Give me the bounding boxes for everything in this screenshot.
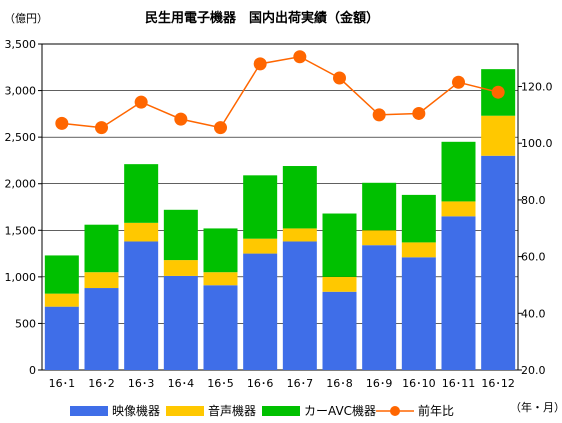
bar-segment-series-0 bbox=[203, 285, 238, 370]
bar-segment-series-2 bbox=[441, 141, 476, 202]
ratio-point bbox=[95, 121, 108, 135]
x-tick-label: 16･3 bbox=[128, 377, 155, 390]
legend-line-marker bbox=[390, 406, 400, 416]
left-tick-label: 3,000 bbox=[5, 85, 37, 98]
bar-segment-series-0 bbox=[163, 275, 198, 370]
bar-segment-series-2 bbox=[203, 228, 238, 273]
bar-segment-series-1 bbox=[481, 115, 516, 156]
ratio-point bbox=[333, 71, 346, 85]
ratio-point bbox=[214, 121, 227, 135]
x-tick-label: 16･8 bbox=[326, 377, 353, 390]
bar-segment-series-1 bbox=[84, 272, 119, 289]
bar-segment-series-0 bbox=[322, 291, 357, 370]
ratio-point bbox=[293, 50, 307, 64]
bar-segment-series-1 bbox=[362, 230, 397, 246]
bar-segment-series-2 bbox=[322, 213, 357, 277]
ratio-point bbox=[412, 106, 426, 120]
legend-swatch-series-0 bbox=[70, 406, 108, 416]
left-axis: 0 500 1,000 1,500 2,000 2,500 3,000 3,500 bbox=[5, 38, 42, 377]
legend-label: 音声機器 bbox=[208, 403, 256, 418]
left-axis-unit: （億円） bbox=[4, 12, 48, 25]
bar-segment-series-1 bbox=[44, 293, 79, 307]
ratio-point bbox=[372, 108, 386, 122]
legend-label: カーAVC機器 bbox=[304, 403, 376, 418]
bar-segment-series-1 bbox=[243, 238, 278, 254]
ratio-point bbox=[491, 85, 505, 99]
x-tick-label: 16･2 bbox=[88, 377, 115, 390]
left-tick-label: 2,000 bbox=[5, 178, 37, 191]
bar-segment-series-2 bbox=[282, 166, 317, 229]
legend-swatch-series-1 bbox=[166, 406, 204, 416]
bar-segment-series-1 bbox=[322, 276, 357, 292]
right-tick-label: 120.0 bbox=[521, 81, 553, 94]
x-tick-label: 16･9 bbox=[366, 377, 393, 390]
ratio-point bbox=[174, 112, 188, 126]
bar-segment-series-0 bbox=[282, 241, 317, 370]
bar-segment-series-0 bbox=[441, 216, 476, 370]
right-axis: 20.0 40.0 60.0 80.0 100.0 120.0 bbox=[518, 81, 553, 377]
legend-swatch-series-2 bbox=[262, 406, 300, 416]
left-tick-label: 2,500 bbox=[5, 131, 37, 144]
bar-segment-series-0 bbox=[84, 288, 119, 370]
x-tick-label: 16･5 bbox=[207, 377, 234, 390]
bar-segment-series-1 bbox=[401, 242, 436, 258]
bar-segment-series-1 bbox=[163, 260, 198, 276]
ratio-point bbox=[134, 95, 148, 109]
x-tick-label: 16･11 bbox=[442, 377, 476, 390]
ratio-line-path bbox=[61, 55, 499, 129]
ratio-point bbox=[452, 75, 465, 89]
legend: 映像機器 音声機器 カーAVC機器 前年比 bbox=[70, 403, 454, 418]
right-tick-label: 100.0 bbox=[521, 137, 553, 150]
ratio-point bbox=[55, 116, 69, 130]
x-tick-label: 16･12 bbox=[481, 377, 515, 390]
right-tick-label: 80.0 bbox=[521, 194, 546, 207]
bar-segment-series-2 bbox=[124, 164, 159, 223]
x-tick-label: 16･1 bbox=[49, 377, 76, 390]
left-tick-label: 1,000 bbox=[5, 271, 37, 284]
x-tick-label: 16･4 bbox=[168, 377, 195, 390]
bar-segment-series-0 bbox=[44, 306, 79, 370]
right-tick-label: 20.0 bbox=[521, 364, 546, 377]
bars bbox=[44, 69, 516, 370]
bar-segment-series-0 bbox=[243, 253, 278, 370]
bar-segment-series-0 bbox=[481, 155, 516, 370]
x-tick-label: 16･7 bbox=[287, 377, 314, 390]
right-tick-label: 40.0 bbox=[521, 307, 546, 320]
grid-lines bbox=[42, 90, 518, 324]
bar-segment-series-2 bbox=[362, 182, 397, 231]
bar-segment-series-2 bbox=[44, 255, 79, 294]
bar-segment-series-0 bbox=[124, 241, 159, 370]
ratio-point bbox=[253, 57, 267, 71]
chart-title: 民生用電子機器 国内出荷実績（金額） bbox=[145, 10, 379, 26]
bar-segment-series-2 bbox=[243, 175, 278, 239]
bar-segment-series-2 bbox=[84, 224, 119, 273]
left-tick-label: 500 bbox=[15, 317, 36, 330]
legend-label: 前年比 bbox=[418, 403, 454, 418]
bar-segment-series-2 bbox=[401, 194, 436, 243]
legend-label: 映像機器 bbox=[112, 403, 160, 418]
left-tick-label: 1,500 bbox=[5, 224, 37, 237]
left-tick-label: 3,500 bbox=[5, 38, 37, 51]
x-axis: 16･1 16･2 16･3 16･4 16･5 16･6 16･7 16･8 16･9 16･1… bbox=[49, 377, 515, 390]
bar-segment-series-1 bbox=[441, 201, 476, 217]
bar-segment-series-1 bbox=[203, 272, 238, 286]
ratio-line bbox=[55, 50, 505, 135]
right-tick-label: 60.0 bbox=[521, 251, 546, 264]
bar-segment-series-0 bbox=[362, 245, 397, 370]
x-tick-label: 16･6 bbox=[247, 377, 274, 390]
left-tick-label: 0 bbox=[29, 364, 36, 377]
bar-segment-series-2 bbox=[163, 209, 198, 261]
x-axis-unit: （年・月） bbox=[510, 400, 562, 414]
x-tick-label: 16･10 bbox=[402, 377, 436, 390]
bar-segment-series-0 bbox=[401, 257, 436, 370]
bar-segment-series-1 bbox=[124, 222, 159, 242]
bar-segment-series-1 bbox=[282, 228, 317, 242]
